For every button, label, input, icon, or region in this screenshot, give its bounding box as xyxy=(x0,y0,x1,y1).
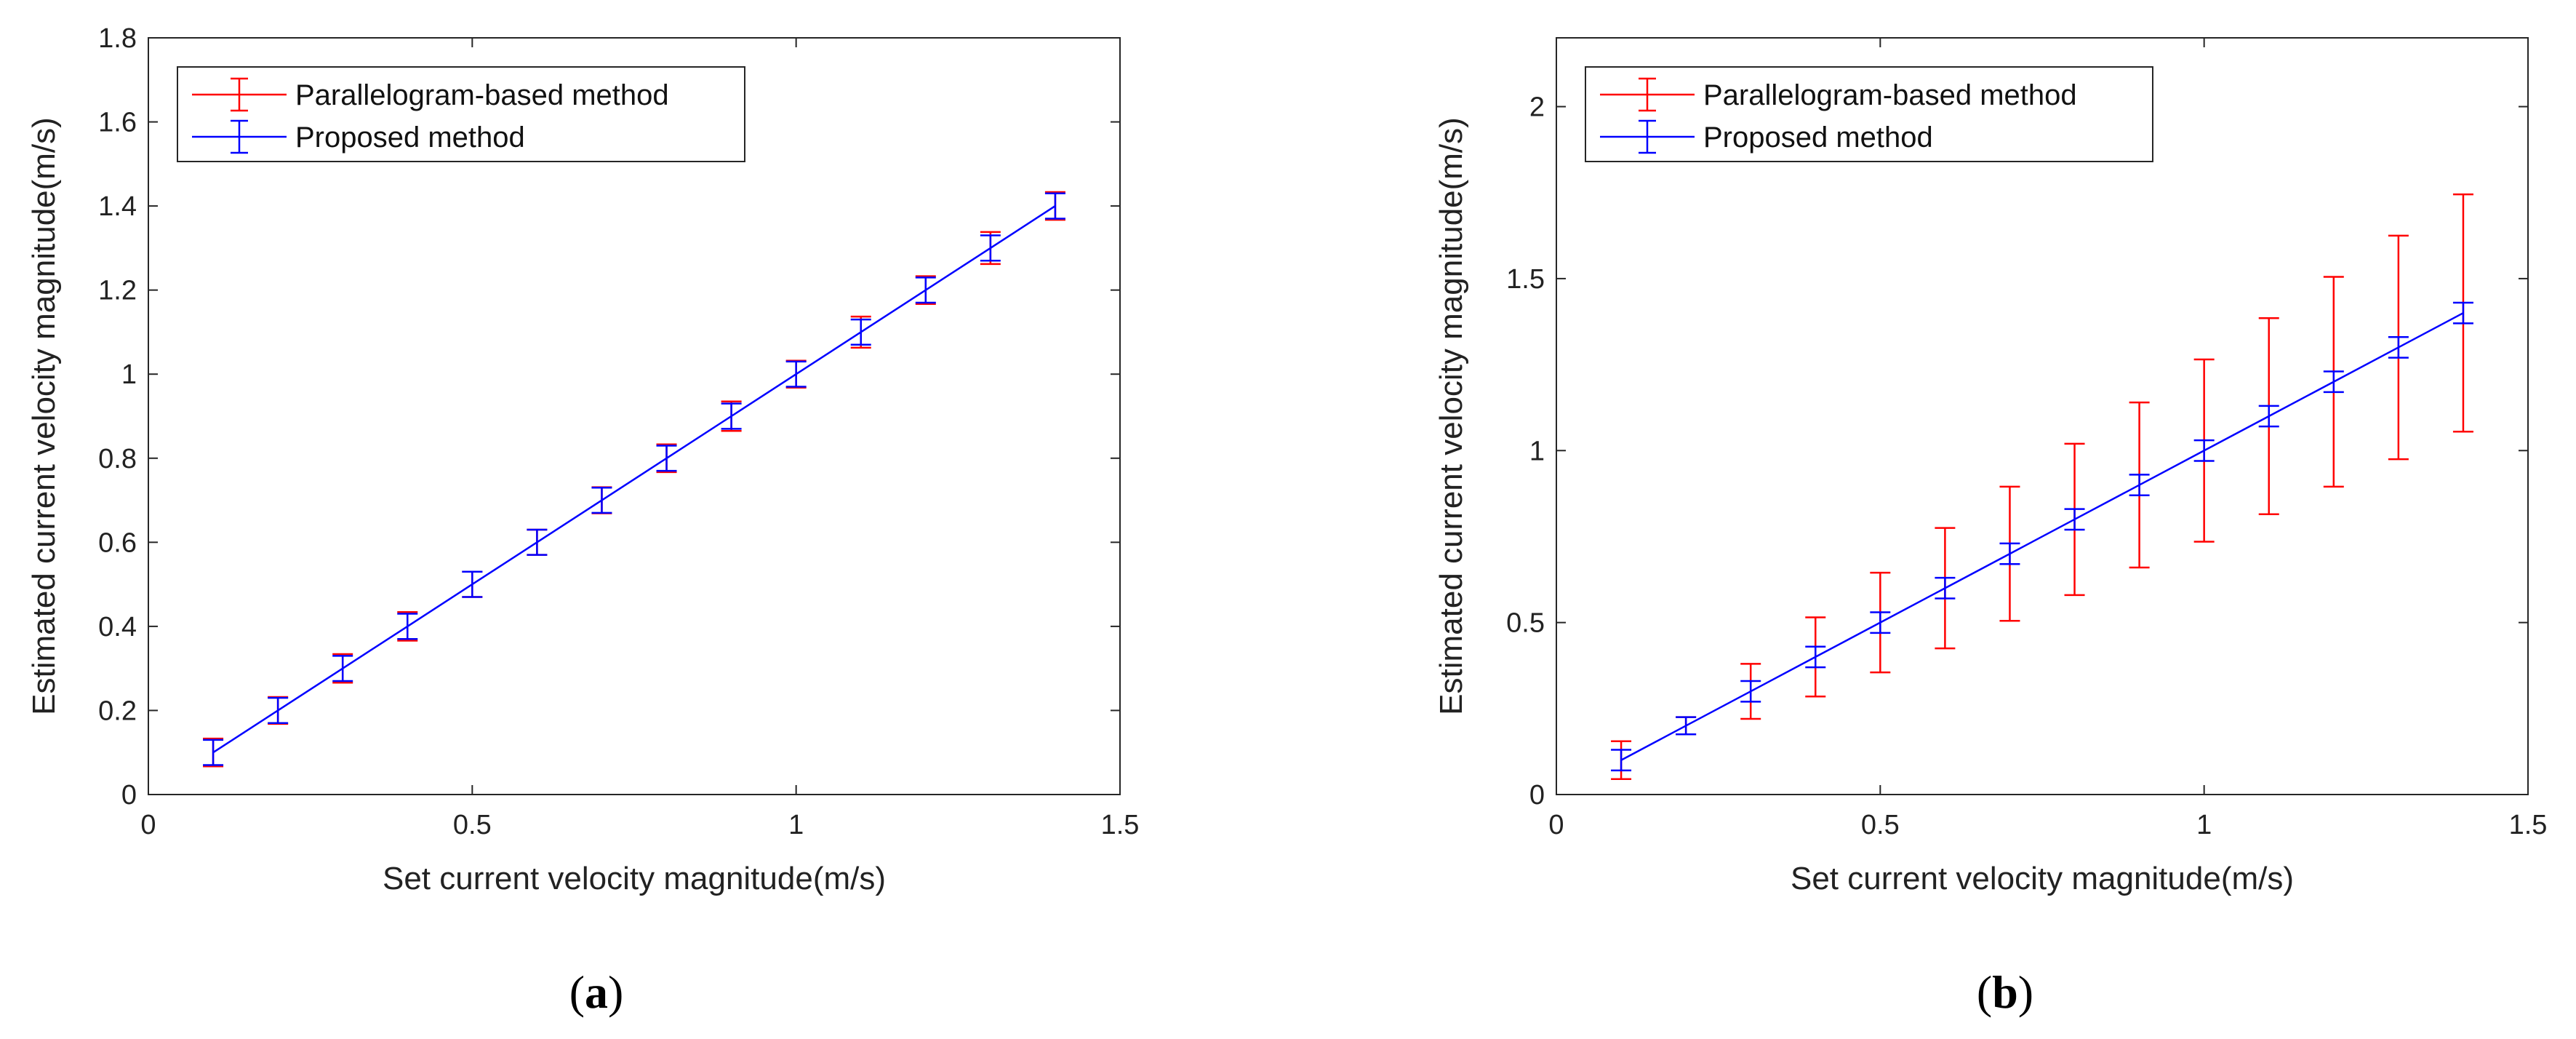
y-tick-label: 1.5 xyxy=(1506,264,1545,295)
y-tick-label: 0.6 xyxy=(98,528,137,558)
y-tick-label: 0.8 xyxy=(98,444,137,474)
y-tick-label: 0 xyxy=(121,780,137,811)
chart-b: 0 0.5 1 1.5 0 0.5 1 1.5 2 Set current velocity ma… xyxy=(1433,37,2548,1018)
y-tick-label: 2 xyxy=(1529,92,1545,123)
y-axis-label: Estimated current velocity magnitude(m/s… xyxy=(1433,117,1469,715)
axes-box xyxy=(1556,37,2529,795)
legend-item: Parallelogram-based method xyxy=(192,77,669,112)
legend-item: Parallelogram-based method xyxy=(1600,77,2077,112)
legend-label: Proposed method xyxy=(295,122,525,154)
y-tick-label: 0.4 xyxy=(98,612,137,642)
panel-label-close: ) xyxy=(2018,966,2033,1018)
series-line xyxy=(1620,312,2464,761)
panel-label-close: ) xyxy=(608,966,623,1018)
legend: Parallelogram-based method Proposed metho… xyxy=(1585,66,2153,162)
legend-item: Proposed method xyxy=(192,119,525,154)
panel-label: (a) xyxy=(569,966,624,1018)
legend: Parallelogram-based method Proposed metho… xyxy=(177,66,745,162)
series-proposed xyxy=(1611,301,2473,772)
x-axis-label: Set current velocity magnitude(m/s) xyxy=(383,861,886,896)
panel-label: (b) xyxy=(1977,966,2033,1018)
legend-item: Proposed method xyxy=(1600,119,1933,154)
y-tick-label: 1 xyxy=(1529,436,1545,466)
axes-box xyxy=(148,37,1121,795)
chart-a: 0 0.5 1 1.5 0 0.2 0.4 0.6 0.8 1 1.2 1.4 1.6 1.8 Set cu… xyxy=(26,23,1139,1018)
plot-area xyxy=(148,38,1120,795)
y-tick-label: 0 xyxy=(1529,780,1545,811)
y-tick-label: 1.6 xyxy=(98,108,137,138)
y-tick-label: 1 xyxy=(121,359,137,390)
y-axis-label: Estimated current velocity magnitude(m/s… xyxy=(26,117,62,715)
legend-label: Parallelogram-based method xyxy=(1703,79,2077,111)
panel-label-open: ( xyxy=(569,966,585,1018)
y-tick-label: 1.2 xyxy=(98,276,137,306)
series-group xyxy=(203,191,1065,768)
x-tick-label: 1 xyxy=(788,810,804,840)
y-tick-label: 1.4 xyxy=(98,191,137,222)
x-tick-label: 1.5 xyxy=(1101,810,1140,840)
x-tick-label: 0.5 xyxy=(1861,810,1900,840)
x-tick-label: 1.5 xyxy=(2509,810,2548,840)
panel-label-open: ( xyxy=(1977,966,1992,1018)
legend-label: Proposed method xyxy=(1703,122,1933,154)
x-tick-label: 0 xyxy=(140,810,156,840)
panel-label-letter: a xyxy=(585,966,608,1018)
series-proposed xyxy=(203,192,1065,766)
legend-box xyxy=(177,66,745,162)
y-tick-label: 0.2 xyxy=(98,696,137,726)
series-line xyxy=(212,205,1056,754)
series-group xyxy=(1611,193,2473,780)
y-tick-label: 1.8 xyxy=(98,23,137,54)
plot-area xyxy=(1556,38,2528,795)
y-tick-label: 0.5 xyxy=(1506,608,1545,639)
x-tick-label: 0 xyxy=(1548,810,1564,840)
panel-label-letter: b xyxy=(1992,966,2018,1018)
legend-label: Parallelogram-based method xyxy=(295,79,669,111)
legend-box xyxy=(1585,66,2153,162)
x-axis-label: Set current velocity magnitude(m/s) xyxy=(1791,861,2294,896)
x-tick-label: 1 xyxy=(2196,810,2212,840)
x-tick-label: 0.5 xyxy=(453,810,492,840)
